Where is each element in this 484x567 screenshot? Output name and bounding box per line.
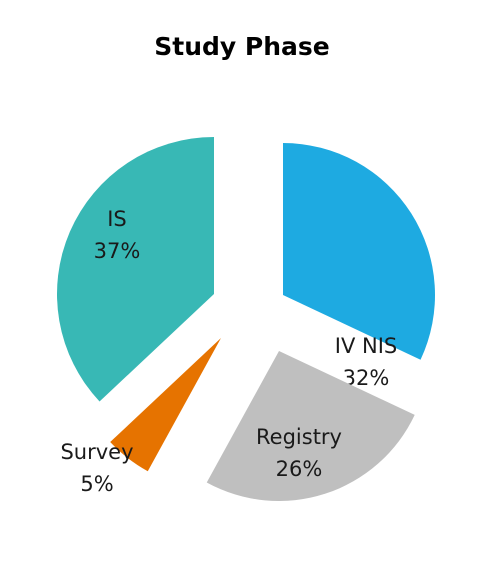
pie-slice-registry: [206, 351, 415, 502]
slice-label-registry: Registry: [256, 425, 342, 449]
slice-value-is: 37%: [94, 239, 141, 263]
pie-slice-survey: [110, 338, 221, 472]
slice-label-survey: Survey: [60, 440, 133, 464]
slice-value-survey: 5%: [80, 472, 113, 496]
slice-label-iv-nis: IV NIS: [335, 334, 397, 358]
pie-slice-is: [57, 137, 215, 402]
slice-label-is: IS: [107, 207, 127, 231]
slice-value-registry: 26%: [276, 457, 323, 481]
pie-slice-iv-nis: [283, 143, 435, 360]
chart-title: Study Phase: [154, 32, 330, 61]
